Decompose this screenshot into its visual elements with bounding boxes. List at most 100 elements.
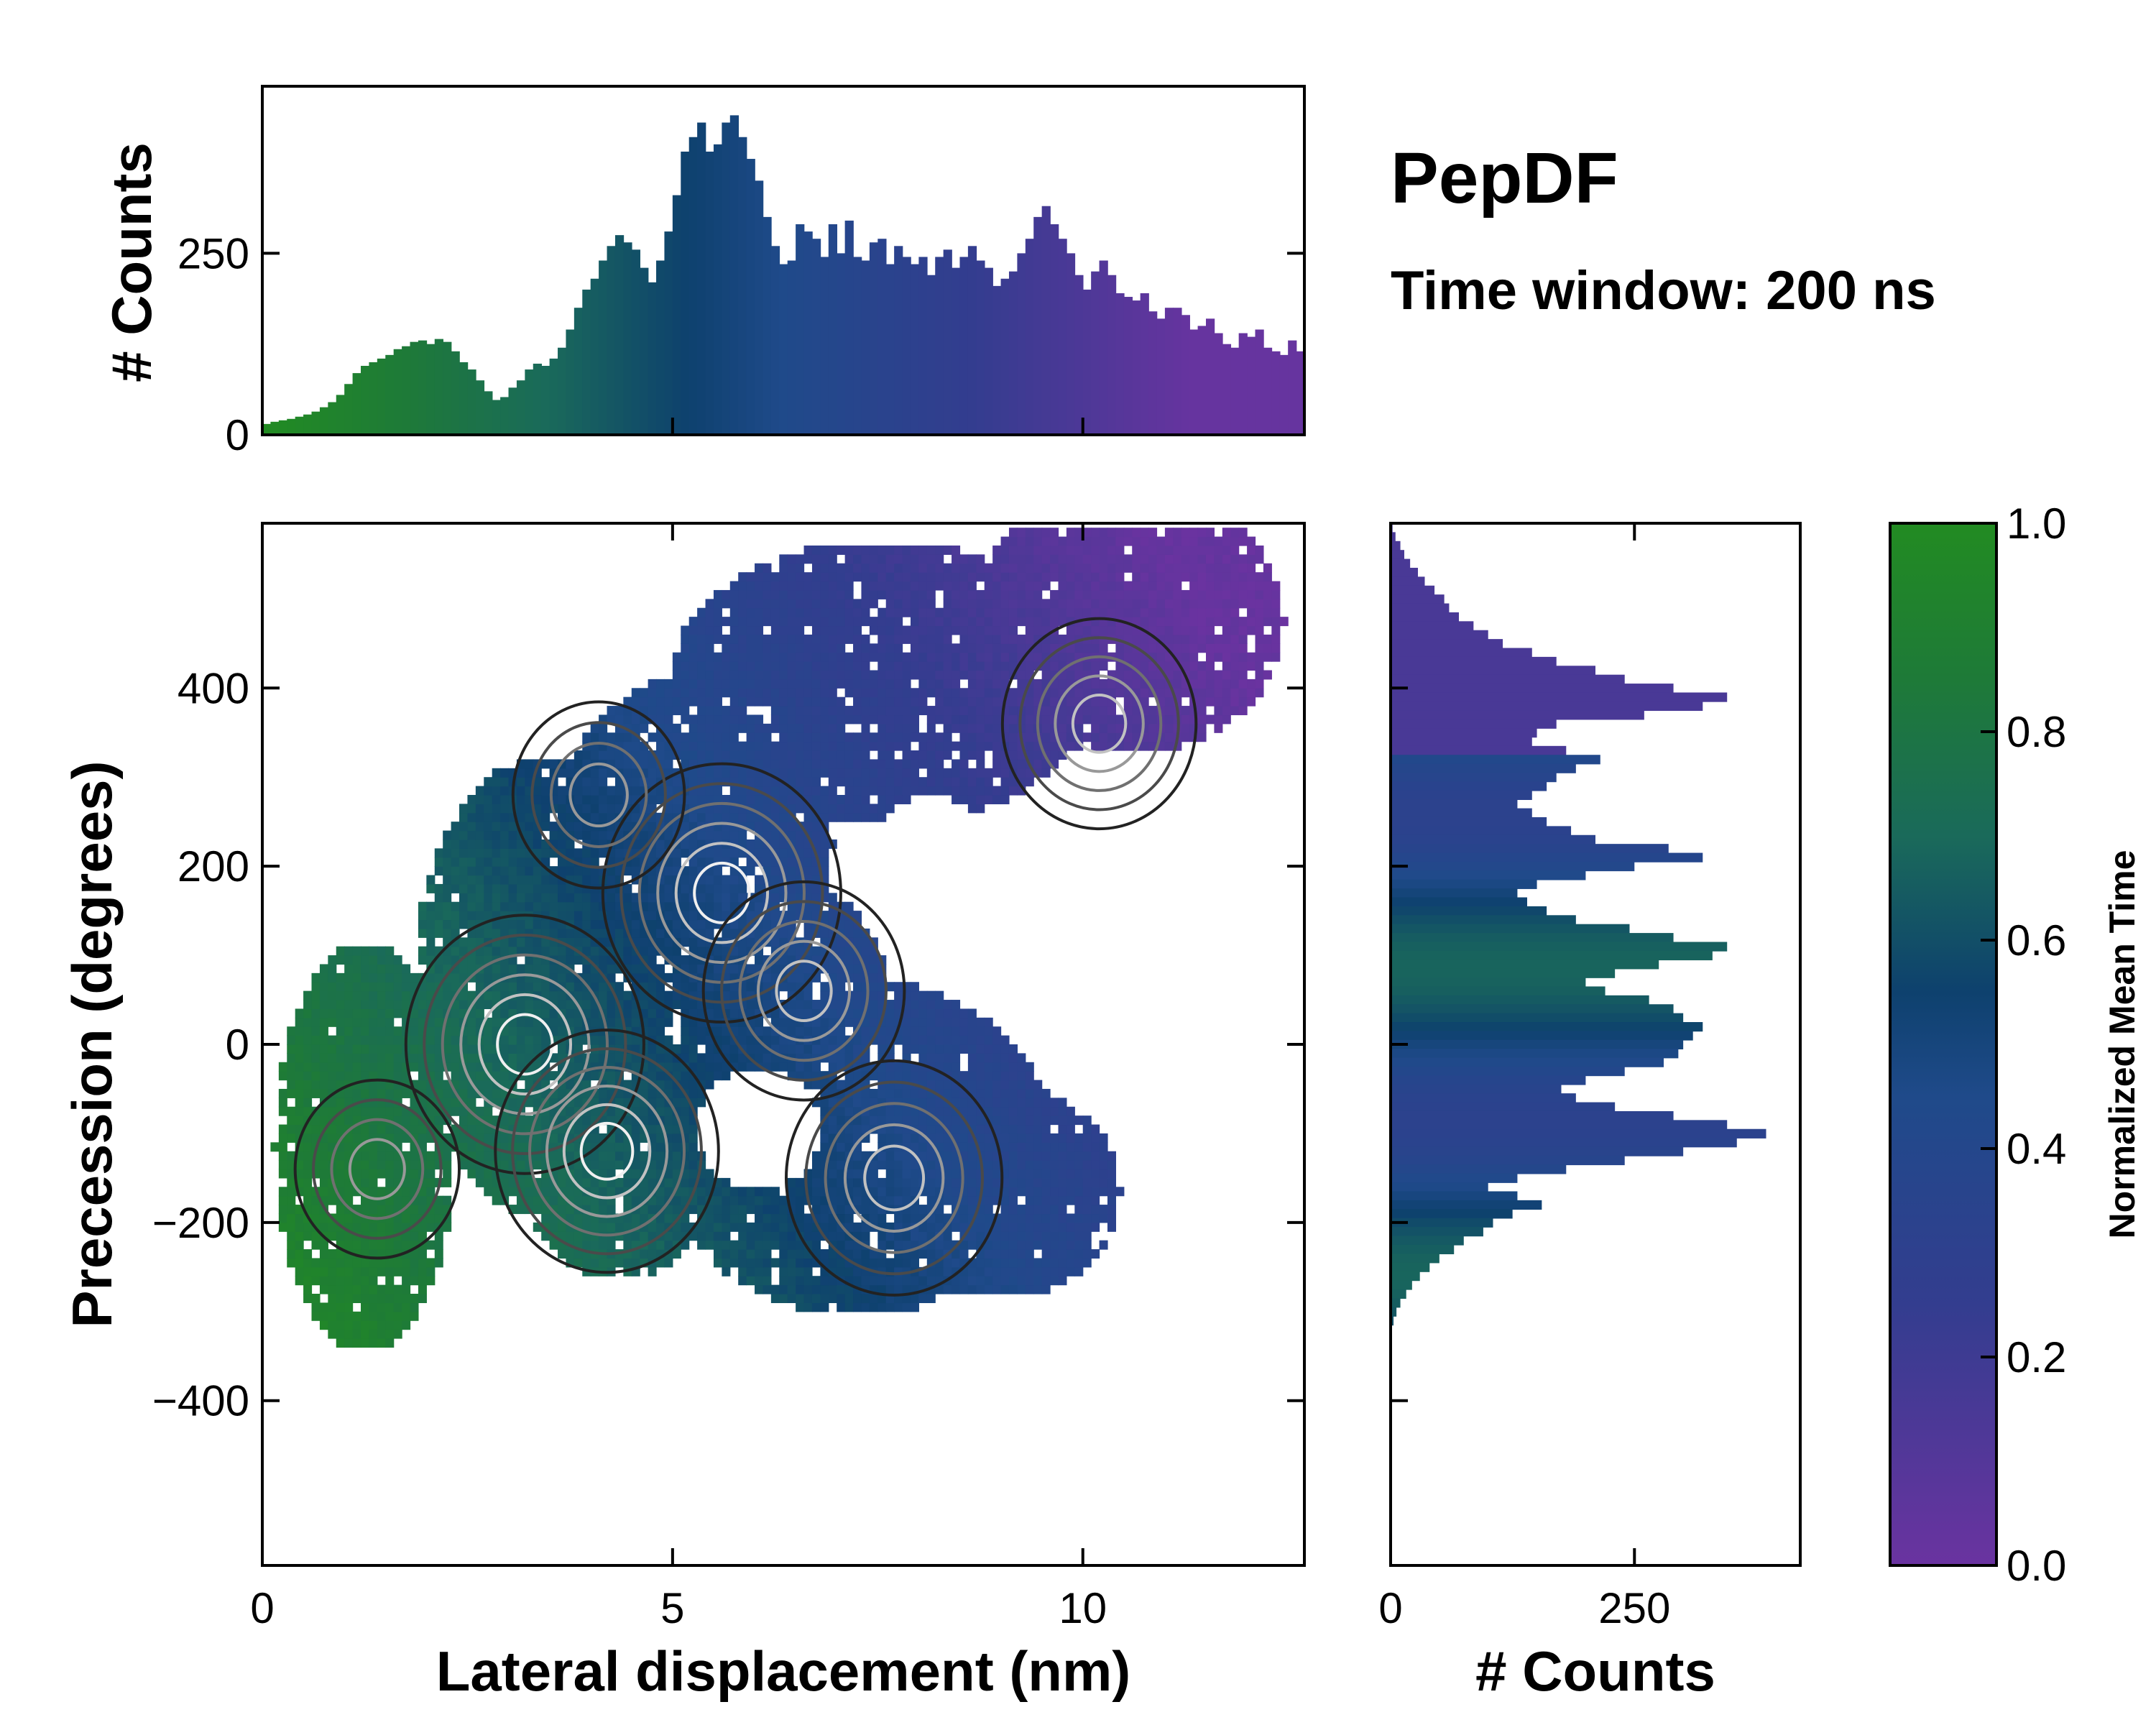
heatmap-cell bbox=[811, 1169, 821, 1179]
heatmap-cell bbox=[393, 1071, 402, 1081]
heatmap-cell bbox=[451, 901, 460, 911]
heatmap-cell bbox=[590, 794, 599, 804]
heatmap-cell bbox=[319, 1142, 328, 1152]
heatmap-cell bbox=[377, 1062, 386, 1072]
heatmap-cell bbox=[492, 1008, 501, 1018]
heatmap-cell bbox=[1000, 1142, 1010, 1152]
heatmap-cell bbox=[533, 982, 542, 992]
heatmap-cell bbox=[484, 1053, 493, 1063]
heatmap-cell bbox=[697, 1240, 706, 1250]
heatmap-cell bbox=[451, 911, 460, 921]
top-histogram-bar bbox=[508, 387, 517, 435]
heatmap-cell bbox=[853, 1169, 862, 1179]
heatmap-cell bbox=[779, 1195, 788, 1205]
heatmap-cell bbox=[853, 937, 862, 947]
heatmap-cell bbox=[877, 804, 887, 814]
heatmap-cell bbox=[385, 1266, 395, 1276]
heatmap-cell bbox=[869, 688, 878, 698]
heatmap-cell bbox=[525, 893, 534, 903]
heatmap-cell bbox=[533, 786, 542, 796]
heatmap-cell bbox=[787, 759, 796, 769]
heatmap-cell bbox=[664, 1017, 673, 1027]
heatmap-cell bbox=[582, 866, 591, 876]
heatmap-cell bbox=[779, 723, 788, 733]
heatmap-cell bbox=[410, 1231, 419, 1241]
heatmap-cell bbox=[779, 1062, 788, 1072]
heatmap-cell bbox=[787, 714, 796, 724]
heatmap-cell bbox=[443, 1035, 452, 1045]
heatmap-cell bbox=[869, 804, 878, 814]
heatmap-cell bbox=[402, 1284, 411, 1294]
heatmap-cell bbox=[1115, 1187, 1125, 1197]
heatmap-cell bbox=[336, 1205, 345, 1215]
heatmap-cell bbox=[1164, 714, 1174, 724]
heatmap-cell bbox=[361, 1053, 370, 1063]
heatmap-cell bbox=[303, 1008, 313, 1018]
heatmap-cell bbox=[967, 1151, 977, 1161]
heatmap-cell bbox=[573, 750, 583, 760]
heatmap-cell bbox=[820, 1222, 829, 1232]
top-histogram-bar bbox=[467, 369, 476, 435]
heatmap-cell bbox=[943, 732, 952, 742]
heatmap-cell bbox=[688, 1142, 698, 1152]
heatmap-cell bbox=[319, 982, 328, 992]
heatmap-cell bbox=[385, 1258, 395, 1268]
heatmap-cell bbox=[393, 1266, 402, 1276]
heatmap-cell bbox=[361, 1017, 370, 1027]
heatmap-cell bbox=[705, 1169, 714, 1179]
heatmap-cell bbox=[828, 741, 837, 751]
top-histogram-bar bbox=[1074, 275, 1084, 435]
heatmap-cell bbox=[722, 1187, 731, 1197]
heatmap-cell bbox=[1033, 1266, 1043, 1276]
heatmap-cell bbox=[820, 741, 829, 751]
heatmap-cell bbox=[377, 1302, 386, 1312]
heatmap-cell bbox=[746, 1035, 755, 1045]
heatmap-cell bbox=[459, 1160, 469, 1170]
heatmap-cell bbox=[328, 1302, 337, 1312]
heatmap-cell bbox=[303, 1249, 313, 1259]
heatmap-cell bbox=[844, 1106, 854, 1116]
heatmap-cell bbox=[648, 706, 657, 716]
heatmap-cell bbox=[492, 1062, 501, 1072]
heatmap-cell bbox=[623, 893, 632, 903]
heatmap-cell bbox=[393, 1044, 402, 1054]
heatmap-cell bbox=[1008, 1213, 1018, 1223]
heatmap-cell bbox=[697, 1231, 706, 1241]
heatmap-cell bbox=[352, 1222, 361, 1232]
heatmap-cell bbox=[393, 1302, 402, 1312]
heatmap-cell bbox=[631, 901, 640, 911]
heatmap-cell bbox=[885, 1116, 895, 1126]
heatmap-cell bbox=[361, 1169, 370, 1179]
heatmap-cell bbox=[943, 1151, 952, 1161]
top-histogram-bar bbox=[1115, 293, 1125, 435]
heatmap-cell bbox=[869, 1249, 878, 1259]
heatmap-cell bbox=[664, 1106, 673, 1116]
heatmap-cell bbox=[697, 768, 706, 778]
heatmap-cell bbox=[984, 1169, 993, 1179]
heatmap-cell bbox=[722, 1240, 731, 1250]
heatmap-cell bbox=[467, 990, 476, 1000]
heatmap-cell bbox=[573, 1231, 583, 1241]
heatmap-cell bbox=[746, 696, 755, 707]
heatmap-cell bbox=[861, 688, 870, 698]
heatmap-cell bbox=[902, 706, 911, 716]
heatmap-cell bbox=[664, 1116, 673, 1126]
heatmap-cell bbox=[877, 1284, 887, 1294]
heatmap-cell bbox=[976, 1088, 985, 1098]
heatmap-cell bbox=[648, 1026, 657, 1036]
heatmap-cell bbox=[516, 883, 525, 893]
heatmap-cell bbox=[558, 946, 567, 956]
heatmap-cell bbox=[861, 1258, 870, 1268]
heatmap-cell bbox=[910, 1205, 919, 1215]
heatmap-cell bbox=[311, 1205, 321, 1215]
heatmap-cell bbox=[508, 946, 517, 956]
heatmap-cell bbox=[1041, 714, 1051, 724]
heatmap-cell bbox=[377, 1151, 386, 1161]
heatmap-cell bbox=[500, 777, 510, 787]
top-histogram-bar bbox=[1189, 329, 1199, 435]
heatmap-cell bbox=[935, 1266, 944, 1276]
heatmap-cell bbox=[1017, 1071, 1026, 1081]
heatmap-cell bbox=[377, 1329, 386, 1339]
heatmap-cell bbox=[443, 911, 452, 921]
heatmap-cell bbox=[1058, 1160, 1067, 1170]
